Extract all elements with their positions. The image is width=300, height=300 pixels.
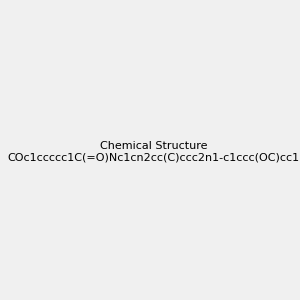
Text: Chemical Structure
COc1ccccc1C(=O)Nc1cn2cc(C)ccc2n1-c1ccc(OC)cc1: Chemical Structure COc1ccccc1C(=O)Nc1cn2…	[8, 141, 300, 162]
